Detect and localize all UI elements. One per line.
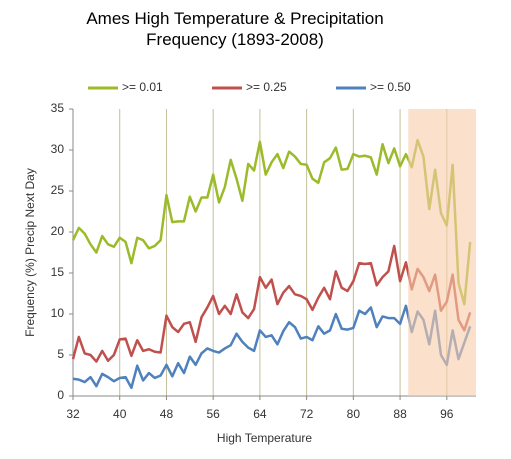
y-tick-label: 20 bbox=[51, 224, 65, 238]
x-tick-label: 88 bbox=[393, 407, 407, 421]
x-tick-label: 32 bbox=[66, 407, 80, 421]
series-line bbox=[71, 138, 472, 306]
chart-title: Ames High Temperature & Precipitation Fr… bbox=[86, 9, 384, 49]
y-tick-label: 30 bbox=[51, 142, 65, 156]
y-tick-label: 25 bbox=[51, 183, 65, 197]
x-tick-label: 96 bbox=[440, 407, 454, 421]
y-tick-label: 0 bbox=[57, 388, 64, 402]
x-tick-label: 56 bbox=[206, 407, 220, 421]
series-line bbox=[72, 304, 472, 390]
x-tick-label: 64 bbox=[253, 407, 267, 421]
x-tick-label: 48 bbox=[160, 407, 174, 421]
legend-label: >= 0.01 bbox=[122, 80, 163, 94]
x-axis-label: High Temperature bbox=[217, 431, 312, 445]
y-axis-label: Frequency (%) Precip Next Day bbox=[23, 168, 37, 337]
legend-label: >= 0.50 bbox=[370, 80, 411, 94]
x-tick-label: 80 bbox=[347, 407, 361, 421]
highlight-band bbox=[408, 109, 476, 396]
legend-label: >= 0.25 bbox=[246, 80, 287, 94]
x-tick-label: 72 bbox=[300, 407, 314, 421]
series-line bbox=[71, 244, 472, 363]
y-tick-label: 10 bbox=[51, 306, 65, 320]
y-tick-label: 15 bbox=[51, 265, 65, 279]
x-tick-label: 40 bbox=[113, 407, 127, 421]
y-tick-label: 35 bbox=[51, 101, 65, 115]
y-tick-label: 5 bbox=[57, 347, 64, 361]
